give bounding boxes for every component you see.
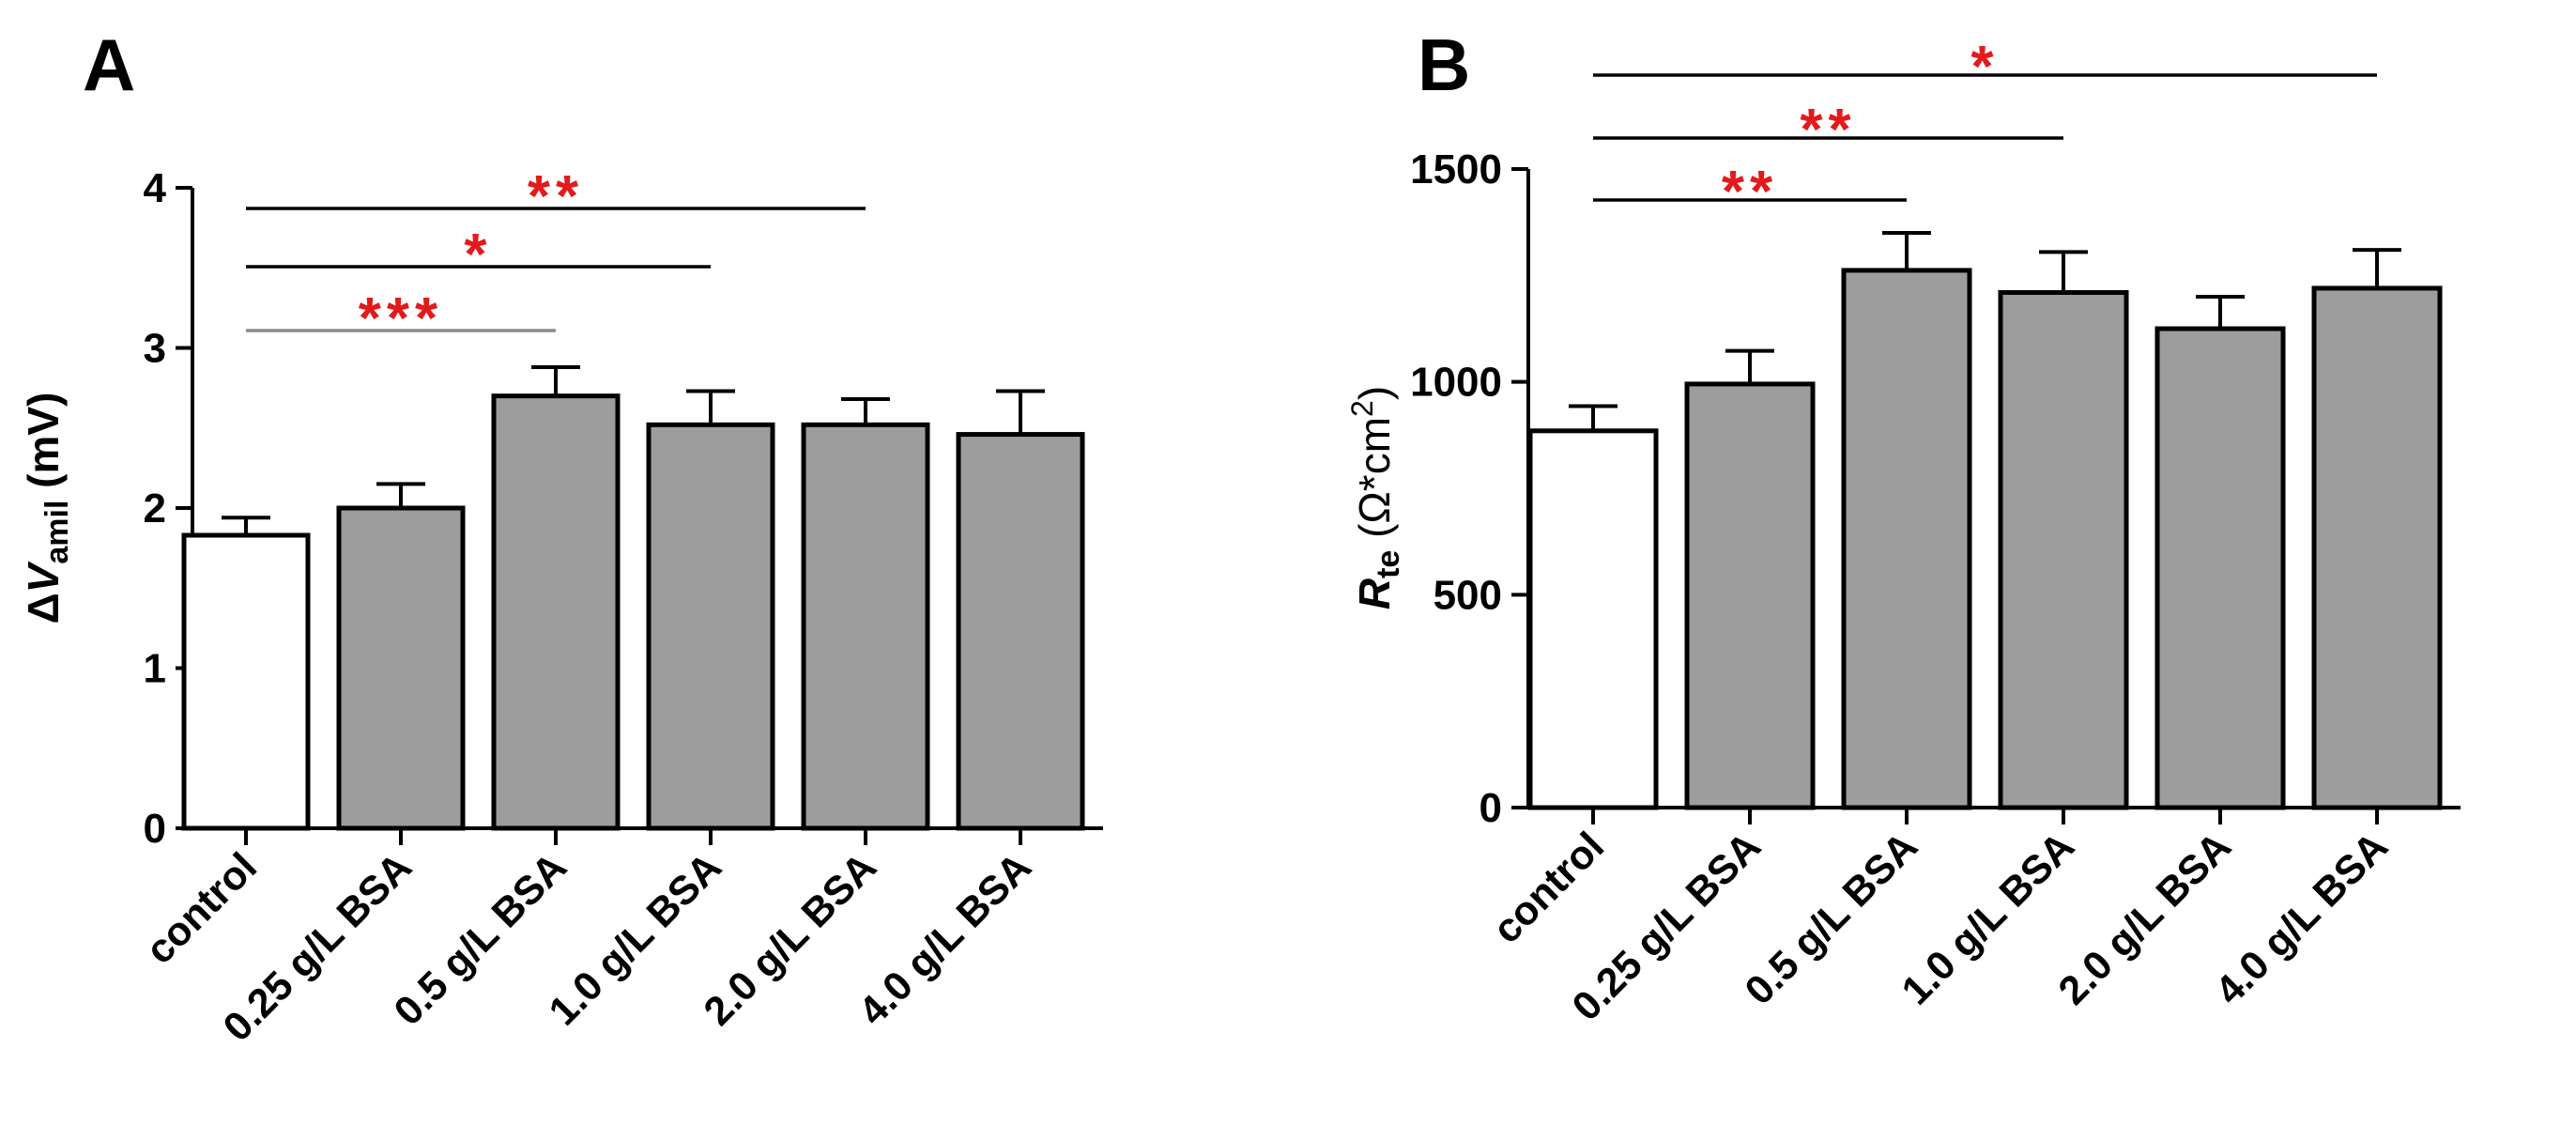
panel-b-bar [1998, 289, 2129, 810]
panel-a-bar [181, 532, 311, 831]
panel-b-y-axis-title: Rte (Ω*cm2) [1345, 386, 1406, 609]
panel-b-letter: B [1418, 23, 1470, 106]
panel-b-bar [2311, 285, 2443, 810]
panel-a-letter: A [83, 23, 135, 106]
panel-a-category-label: control [137, 844, 266, 973]
panel-a-significance-label: *** [359, 286, 443, 351]
panel-b-significance-label: ** [1722, 160, 1778, 224]
panel-b-y-tick-label: 1500 [1410, 146, 1502, 193]
panel-a-bar [956, 432, 1085, 831]
panel-b-y-tick-label: 1000 [1410, 360, 1502, 406]
panel-a-bar [491, 393, 621, 831]
panel-a-bar [801, 422, 930, 831]
panel-b-category-label: control [1484, 824, 1613, 952]
panel-b-significance-label: * [1970, 35, 1999, 100]
panel-a-y-tick-label: 3 [144, 326, 166, 372]
panel-a-y-tick-label: 2 [144, 485, 166, 532]
panel-a-significance-label: ** [528, 164, 584, 229]
panel-b-significance-label: ** [1800, 98, 1856, 162]
panel-a-bar [646, 422, 775, 831]
panel-b-bar [1684, 381, 1816, 810]
panel-b-y-tick-label: 0 [1480, 785, 1502, 831]
panel-a-y-axis-title: ΔVamil (mV) [19, 393, 75, 624]
panel-a-y-tick-label: 1 [144, 646, 166, 692]
panel-a-bar [336, 505, 466, 831]
panel-b-y-tick-label: 500 [1434, 572, 1502, 618]
panel-b-bar [2154, 326, 2286, 810]
panel-b-bar [1527, 428, 1659, 810]
panel-a-y-tick-label: 0 [144, 806, 166, 852]
panel-a-significance-label: * [464, 223, 492, 287]
panel-a-y-tick-label: 4 [144, 165, 167, 211]
panel-b-bar [1841, 268, 1972, 810]
